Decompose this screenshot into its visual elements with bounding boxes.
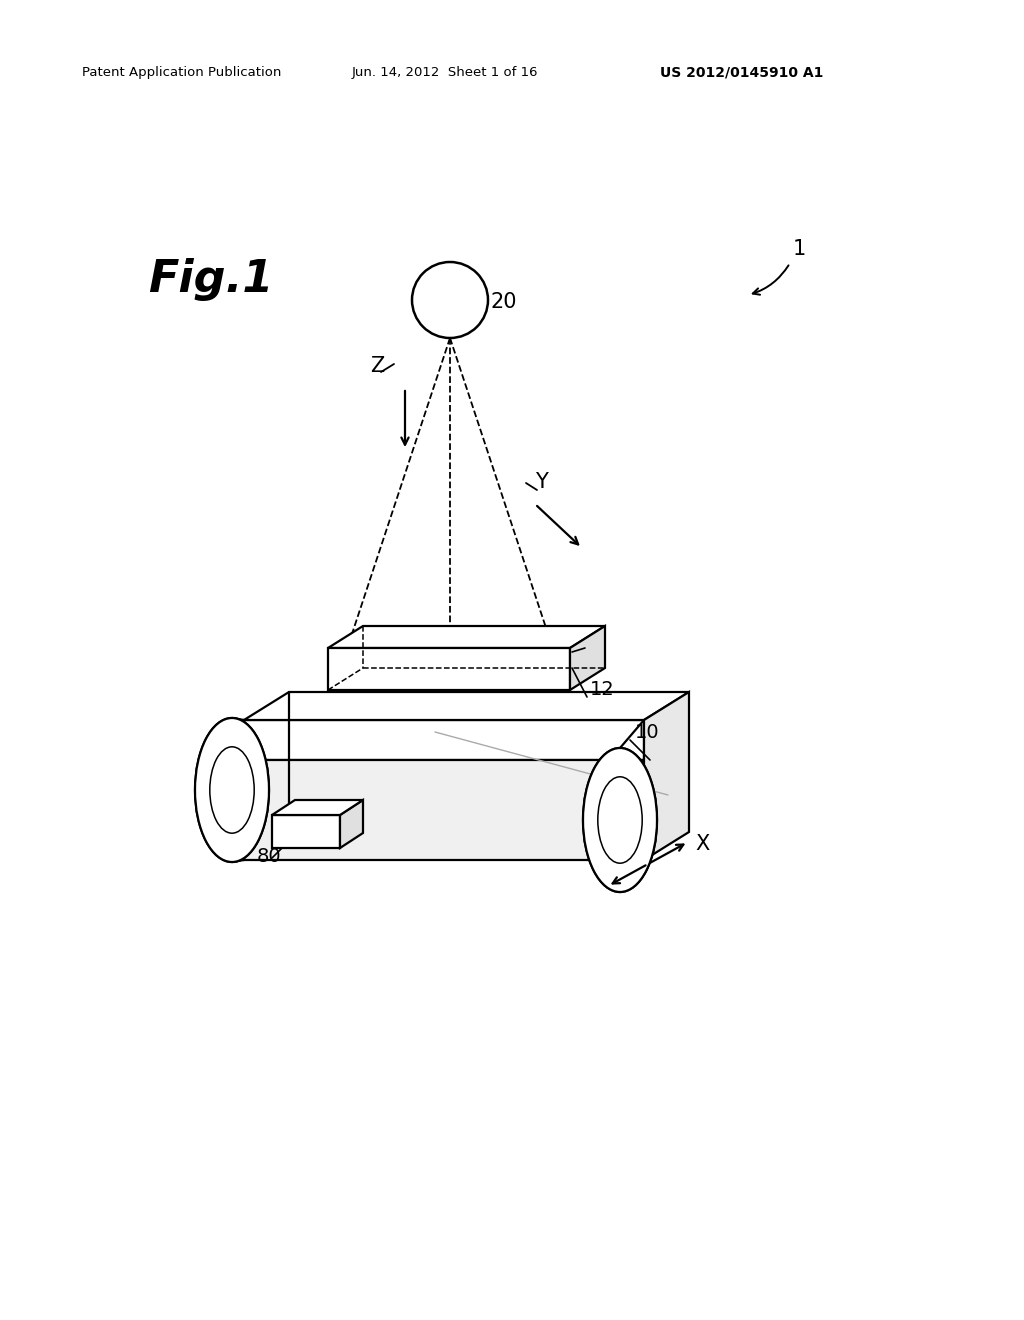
Ellipse shape [210, 747, 254, 833]
FancyArrowPatch shape [753, 265, 788, 294]
Polygon shape [272, 800, 362, 814]
Text: X: X [695, 834, 710, 854]
Text: 20: 20 [490, 292, 516, 312]
Text: 10: 10 [635, 723, 659, 742]
Ellipse shape [583, 748, 657, 892]
Text: Y: Y [535, 473, 548, 492]
Polygon shape [272, 814, 340, 847]
Text: Fig.1: Fig.1 [148, 257, 273, 301]
Ellipse shape [598, 776, 642, 863]
Text: 1: 1 [793, 239, 806, 259]
Text: US 2012/0145910 A1: US 2012/0145910 A1 [660, 65, 823, 79]
Ellipse shape [598, 776, 642, 863]
Text: 12: 12 [590, 680, 614, 700]
Ellipse shape [195, 718, 269, 862]
Text: 80: 80 [257, 847, 282, 866]
Text: S: S [588, 630, 601, 649]
Text: Jun. 14, 2012  Sheet 1 of 16: Jun. 14, 2012 Sheet 1 of 16 [352, 66, 539, 79]
Polygon shape [340, 800, 362, 847]
Polygon shape [244, 692, 689, 719]
Polygon shape [328, 626, 605, 648]
Text: Patent Application Publication: Patent Application Publication [82, 66, 282, 79]
Polygon shape [644, 692, 689, 861]
Polygon shape [328, 648, 570, 690]
Polygon shape [570, 626, 605, 690]
Polygon shape [244, 760, 644, 861]
Ellipse shape [195, 718, 269, 862]
Polygon shape [244, 719, 644, 760]
Text: Z: Z [370, 356, 384, 376]
Ellipse shape [210, 747, 254, 833]
Ellipse shape [583, 748, 657, 892]
